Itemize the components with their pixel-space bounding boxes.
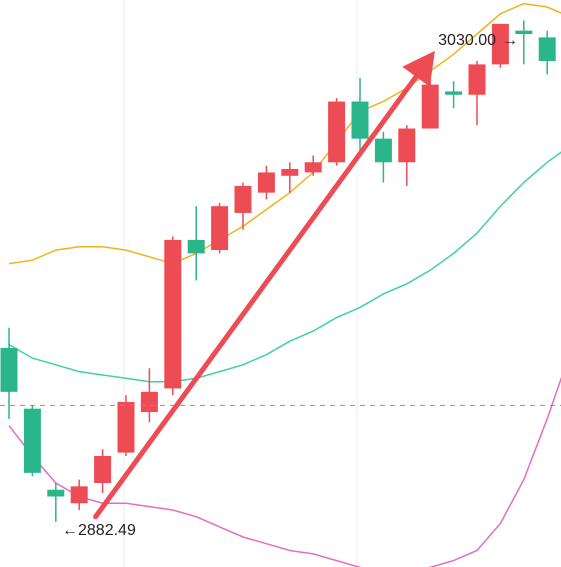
candle-body <box>70 486 88 504</box>
candle-body <box>421 84 439 129</box>
price-labels: 3030.00 → ← 2882.49 <box>62 32 518 539</box>
overlays <box>0 50 561 520</box>
candle-body <box>257 172 275 193</box>
high-label-arrow: → <box>502 32 518 49</box>
candle-body <box>491 23 509 65</box>
candle-body <box>515 30 533 35</box>
trend-arrow-shaft <box>93 74 419 520</box>
low-label-arrow: ← <box>62 522 78 539</box>
candle-body <box>374 138 392 163</box>
low-price-label: 2882.49 <box>78 522 136 539</box>
high-price-label: 3030.00 <box>438 32 496 49</box>
candle-body <box>94 455 112 483</box>
candle-body <box>47 489 65 497</box>
candle-body <box>0 347 18 392</box>
middle-band-line <box>8 151 561 383</box>
candle-body <box>445 91 463 95</box>
trend-arrow-head <box>402 50 435 87</box>
candles <box>0 20 556 522</box>
candle-body <box>304 162 322 173</box>
grid-layer <box>123 0 358 567</box>
candle-body <box>281 169 299 176</box>
candle-body <box>187 239 205 254</box>
upper-band-line <box>8 2 561 265</box>
candle-body <box>398 128 416 163</box>
candle-body <box>117 401 135 453</box>
candle-body <box>140 391 158 413</box>
candle-body <box>468 64 486 95</box>
candle-body <box>211 206 229 251</box>
candle-body <box>23 408 41 473</box>
candle-body <box>351 101 369 139</box>
candle-body <box>234 185 252 213</box>
candle-body <box>328 101 346 163</box>
candle-body <box>538 37 556 62</box>
candle-body <box>164 239 182 389</box>
